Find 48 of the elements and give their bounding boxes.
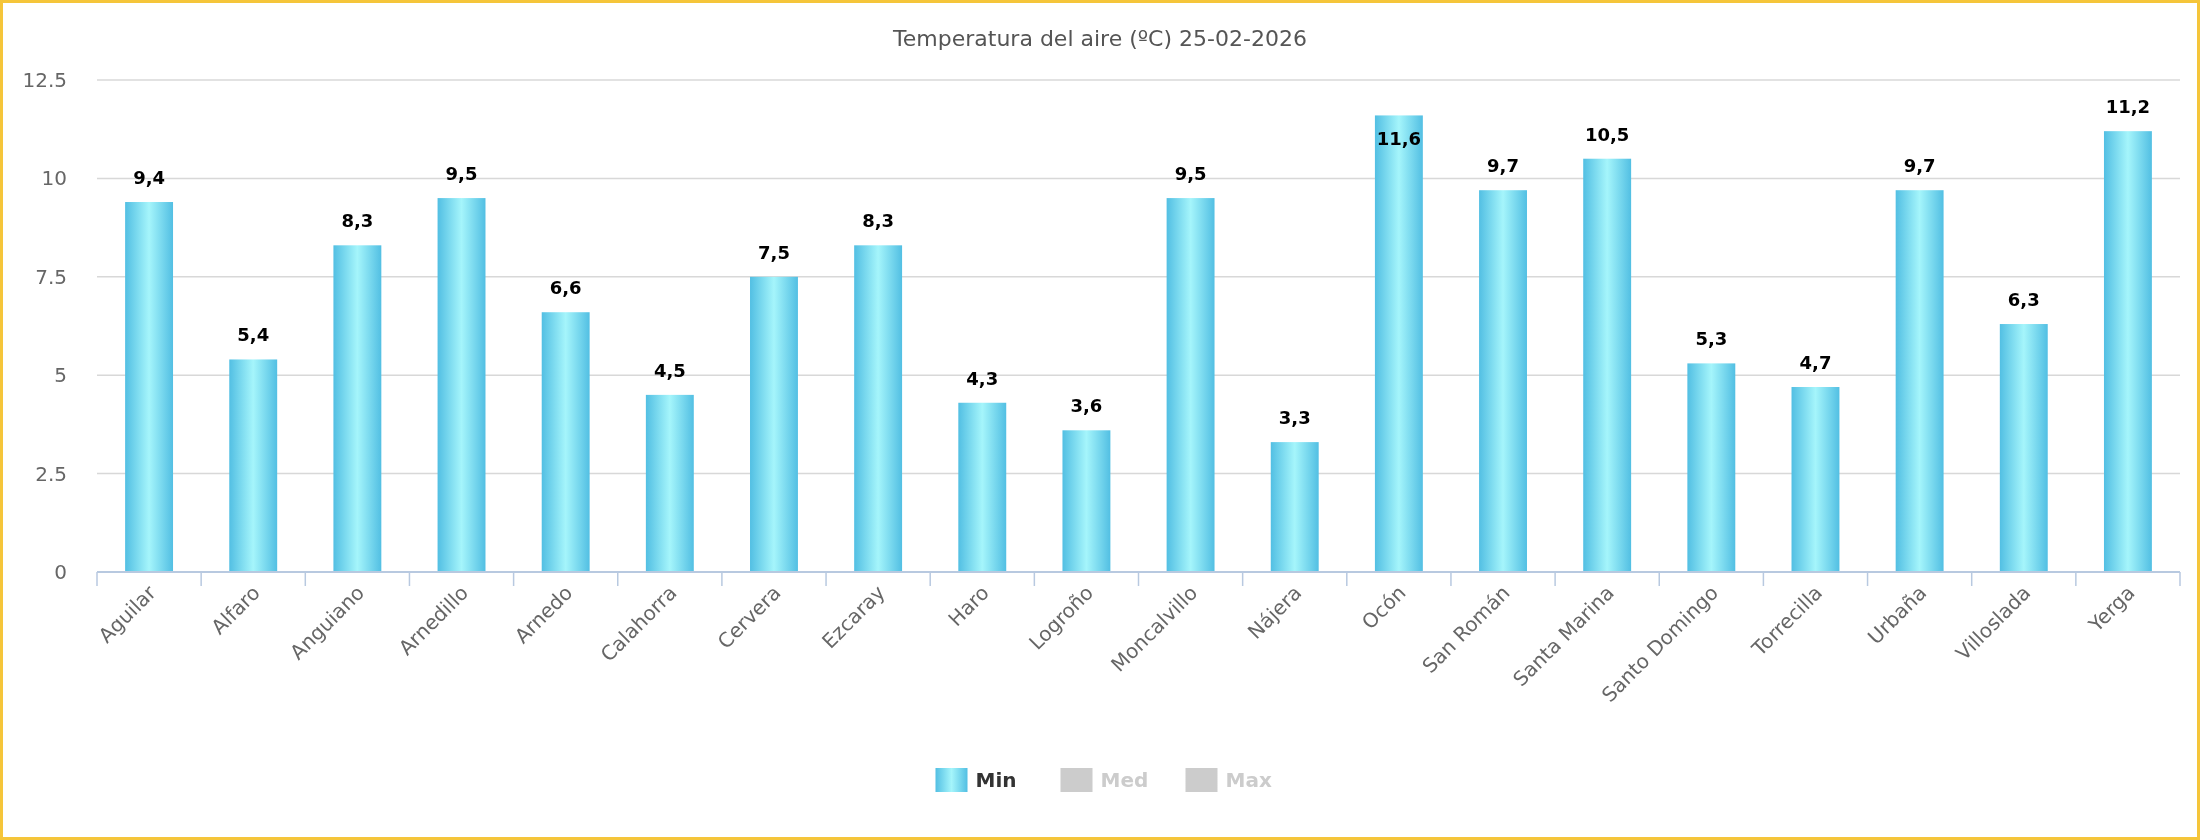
y-tick-label: 10 — [41, 166, 67, 191]
data-label: 6,3 — [2007, 289, 2040, 311]
bar — [1999, 324, 2048, 572]
data-label: 3,6 — [1070, 395, 1103, 417]
chart-title: Temperatura del aire (ºC) 25-02-2026 — [892, 26, 1307, 51]
data-label: 9,7 — [1487, 155, 1519, 177]
bar — [1270, 442, 1319, 572]
bar — [1687, 363, 1736, 572]
data-label: 6,6 — [549, 277, 582, 299]
bar — [1062, 430, 1111, 572]
data-label: 4,5 — [653, 359, 686, 381]
data-label: 7,5 — [758, 241, 790, 263]
data-label: 11,6 — [1376, 128, 1422, 150]
bar — [1166, 198, 1215, 572]
data-label: 9,5 — [445, 163, 478, 185]
data-label: 11,2 — [2105, 96, 2151, 118]
data-label: 4,7 — [1799, 352, 1832, 374]
data-label: 9,4 — [133, 167, 166, 189]
bar — [958, 402, 1007, 572]
bar — [750, 276, 798, 572]
y-tick-label: 5 — [54, 363, 67, 388]
bar — [333, 245, 382, 572]
legend-label: Min — [975, 768, 1017, 792]
data-label: 5,3 — [1695, 328, 1728, 350]
data-label: 5,4 — [237, 324, 270, 346]
y-tick-label: 2.5 — [35, 461, 67, 486]
bar — [645, 394, 694, 572]
data-label: 8,3 — [862, 210, 895, 232]
bar — [1374, 115, 1423, 572]
bar — [1479, 190, 1527, 572]
data-label: 9,5 — [1174, 163, 1207, 185]
bar — [1791, 387, 1840, 572]
bar — [1583, 158, 1632, 572]
data-label: 9,7 — [1903, 155, 1936, 177]
data-label: 3,3 — [1278, 407, 1311, 429]
bar — [229, 359, 278, 572]
bar — [541, 312, 590, 572]
y-tick-label: 12.5 — [22, 68, 67, 92]
bar — [2103, 131, 2152, 572]
bar — [854, 245, 903, 572]
y-tick-label: 0 — [54, 560, 67, 584]
bar — [437, 198, 486, 572]
data-label: 10,5 — [1584, 123, 1630, 145]
bar — [125, 202, 174, 572]
bar — [1895, 190, 1944, 572]
data-label: 4,3 — [966, 367, 999, 389]
data-label: 8,3 — [341, 210, 374, 232]
y-tick-label: 7.5 — [35, 264, 67, 289]
